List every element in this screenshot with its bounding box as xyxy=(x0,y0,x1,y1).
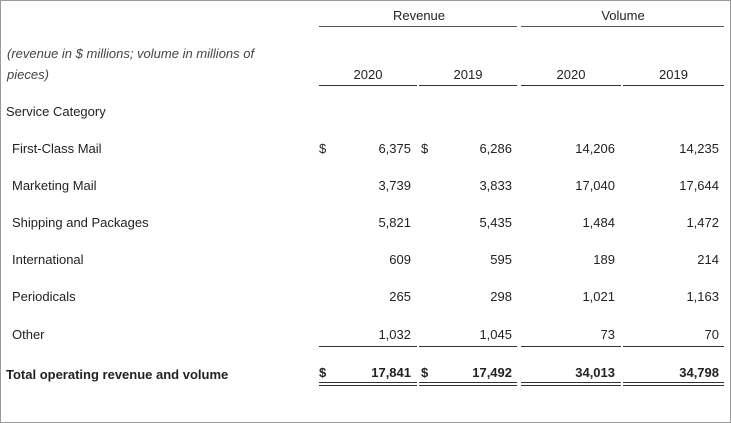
volume-2020-value: 17,040 xyxy=(575,178,615,193)
section-label: Service Category xyxy=(6,104,106,119)
revenue-2019-value: 298 xyxy=(490,289,512,304)
total-rule-rev-2019-b xyxy=(419,385,517,386)
total-revenue-2019: 17,492 xyxy=(472,365,512,380)
total-volume-2019: 34,798 xyxy=(679,365,719,380)
col-rule-vol-2020 xyxy=(521,85,621,86)
col-header-revenue-2020: 2020 xyxy=(353,67,383,82)
group-header-volume: Volume xyxy=(601,8,645,23)
row-label: International xyxy=(12,252,84,267)
revenue-2019-value: 595 xyxy=(490,252,512,267)
units-note-line2: pieces) xyxy=(7,67,49,82)
dollar-sign: $ xyxy=(421,365,429,380)
col-header-volume-2019: 2019 xyxy=(659,67,688,82)
row-label: Periodicals xyxy=(12,289,76,304)
row-label: First-Class Mail xyxy=(12,141,102,156)
col-rule-rev-2019 xyxy=(419,85,517,86)
revenue-2020-value: 1,032 xyxy=(378,327,411,342)
dollar-sign: $ xyxy=(421,141,429,156)
volume-2020-value: 1,484 xyxy=(582,215,615,230)
row-label: Shipping and Packages xyxy=(12,215,149,230)
total-rule-vol-2019-a xyxy=(623,382,724,383)
volume-2019-value: 214 xyxy=(697,252,719,267)
revenue-2020-value: 5,821 xyxy=(378,215,411,230)
subtotal-rule-vol-2020 xyxy=(521,346,621,347)
dollar-sign: $ xyxy=(319,141,327,156)
subtotal-rule-vol-2019 xyxy=(623,346,724,347)
total-volume-2020: 34,013 xyxy=(575,365,615,380)
subtotal-rule-rev-2019 xyxy=(419,346,517,347)
total-revenue-2020: 17,841 xyxy=(371,365,411,380)
volume-2019-value: 1,472 xyxy=(686,215,719,230)
units-note-line1: (revenue in $ millions; volume in millio… xyxy=(7,46,255,61)
col-rule-vol-2019 xyxy=(623,85,724,86)
revenue-2019-value: 1,045 xyxy=(479,327,512,342)
col-rule-rev-2020 xyxy=(319,85,417,86)
total-rule-vol-2020-a xyxy=(521,382,621,383)
revenue-2020-value: 3,739 xyxy=(378,178,411,193)
volume-2020-value: 73 xyxy=(600,327,615,342)
volume-2019-value: 14,235 xyxy=(679,141,719,156)
volume-group-rule xyxy=(521,26,724,27)
total-rule-rev-2020-a xyxy=(319,382,417,383)
revenue-2020-value: 265 xyxy=(389,289,411,304)
volume-2020-value: 14,206 xyxy=(575,141,615,156)
volume-2019-value: 70 xyxy=(704,327,719,342)
row-label: Marketing Mail xyxy=(12,178,97,193)
subtotal-rule-rev-2020 xyxy=(319,346,417,347)
volume-2019-value: 1,163 xyxy=(686,289,719,304)
total-rule-vol-2019-b xyxy=(623,385,724,386)
group-header-revenue: Revenue xyxy=(392,8,446,23)
revenue-2019-value: 5,435 xyxy=(479,215,512,230)
total-rule-vol-2020-b xyxy=(521,385,621,386)
total-rule-rev-2019-a xyxy=(419,382,517,383)
volume-2019-value: 17,644 xyxy=(679,178,719,193)
col-header-revenue-2019: 2019 xyxy=(453,67,483,82)
revenue-2019-value: 3,833 xyxy=(479,178,512,193)
volume-2020-value: 1,021 xyxy=(582,289,615,304)
dollar-sign: $ xyxy=(319,365,327,380)
revenue-2019-value: 6,286 xyxy=(479,141,512,156)
revenue-2020-value: 6,375 xyxy=(378,141,411,156)
revenue-2020-value: 609 xyxy=(389,252,411,267)
col-header-volume-2020: 2020 xyxy=(556,67,586,82)
revenue-group-rule xyxy=(319,26,517,27)
volume-2020-value: 189 xyxy=(593,252,615,267)
total-label: Total operating revenue and volume xyxy=(6,367,229,382)
row-label: Other xyxy=(12,327,45,342)
total-rule-rev-2020-b xyxy=(319,385,417,386)
